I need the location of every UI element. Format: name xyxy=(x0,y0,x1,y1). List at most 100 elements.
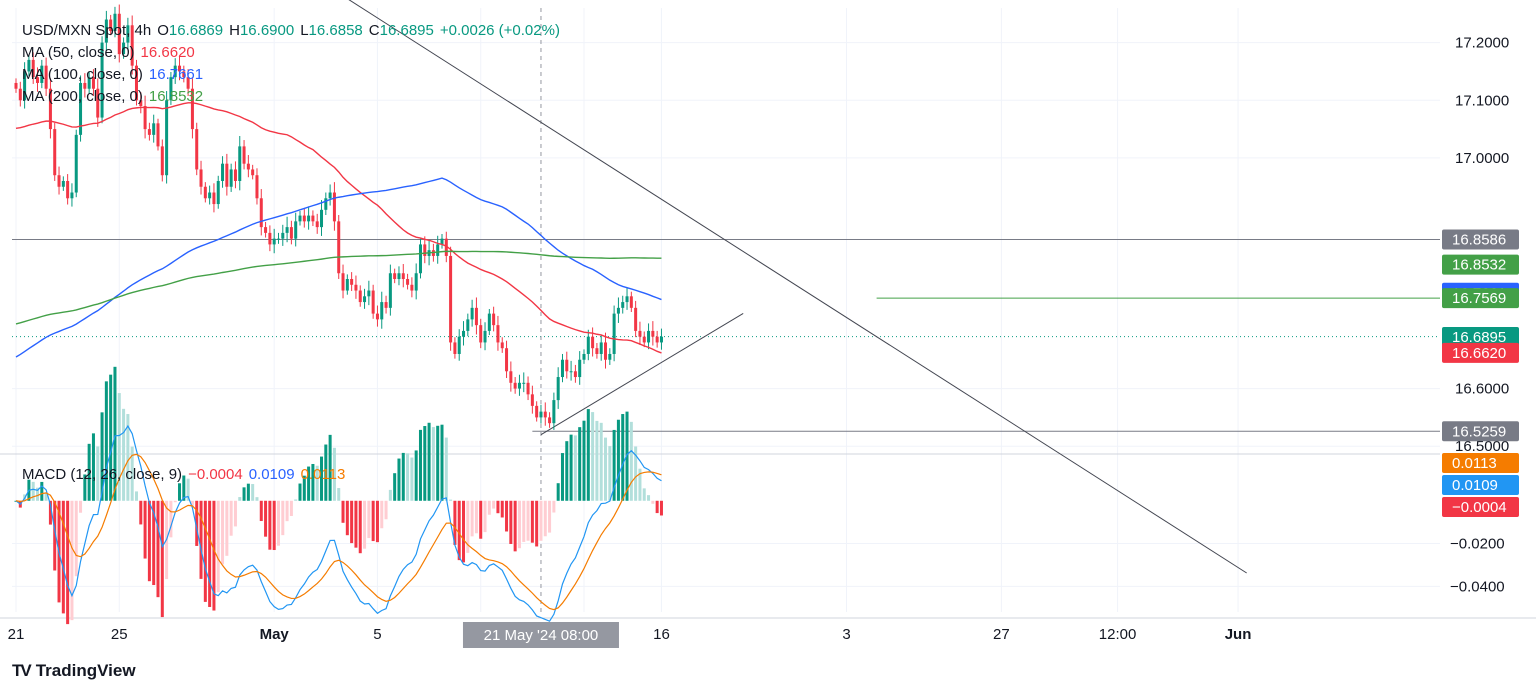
price-label-bg xyxy=(1442,326,1519,347)
ma50-legend[interactable]: MA (50, close, 0) 16.6620 xyxy=(22,44,201,61)
macd-histogram-bar xyxy=(431,427,435,501)
macd-histogram-bar xyxy=(70,500,74,621)
macd-histogram-bar xyxy=(466,500,470,553)
macd-signal-value: 0.0113 xyxy=(300,466,346,483)
macd-histogram-bar xyxy=(474,500,478,534)
candle-down xyxy=(393,273,397,280)
macd-histogram-bar xyxy=(195,500,199,546)
macd-histogram-bar xyxy=(104,381,108,501)
macd-histogram-bar xyxy=(616,419,620,501)
macd-histogram-bar xyxy=(505,500,509,532)
macd-histogram-bar xyxy=(328,434,332,501)
macd-histogram-bar xyxy=(500,500,504,518)
macd-histogram-bar xyxy=(276,500,280,546)
ma200-legend[interactable]: MA (200, close, 0) 16.8532 xyxy=(22,88,209,105)
time-tick-label: 3 xyxy=(842,626,850,643)
candle-down xyxy=(66,180,70,199)
time-tick-label: 12:00 xyxy=(1099,626,1137,643)
candle-up xyxy=(208,192,212,199)
ma100-legend[interactable]: MA (100, close, 0) 16.7661 xyxy=(22,66,209,83)
macd-histogram-bar xyxy=(638,468,642,501)
macd-histogram-bar xyxy=(371,500,375,542)
macd-histogram-bar xyxy=(130,446,134,501)
candle-up xyxy=(397,273,401,280)
candle-up xyxy=(388,273,392,308)
macd-histogram-bar xyxy=(479,500,483,539)
macd-label-text: 0.0113 xyxy=(1452,455,1497,472)
candle-up xyxy=(647,330,651,343)
low-value: L16.6858 xyxy=(300,22,363,39)
candle-up xyxy=(216,180,220,205)
candle-up xyxy=(276,238,280,240)
ma200-label: MA (200, close, 0) xyxy=(22,88,143,105)
candle-up xyxy=(608,353,612,360)
high-value: H16.6900 xyxy=(229,22,295,39)
macd-histogram-bar xyxy=(604,437,608,501)
macd-label-text: −0.0004 xyxy=(1452,499,1507,516)
macd-histogram-bar xyxy=(388,489,392,501)
macd-histogram-bar xyxy=(302,475,306,501)
macd-histogram-bar xyxy=(556,483,560,501)
macd-line-value: 0.0109 xyxy=(248,466,295,483)
price-label-bg xyxy=(1442,288,1519,309)
price-label-text: 16.7569 xyxy=(1452,290,1506,307)
candle-up xyxy=(560,359,564,378)
macd-histogram-bar xyxy=(496,500,500,514)
macd-histogram-bar xyxy=(418,429,422,501)
price-label-level: 16.8586 xyxy=(1442,229,1519,250)
candle-up xyxy=(165,100,169,176)
macd-histogram-bar xyxy=(320,456,324,501)
candle-up xyxy=(586,336,590,354)
macd-histogram-bar xyxy=(565,441,569,501)
price-label-ma50: 16.6620 xyxy=(1442,342,1519,363)
candle-down xyxy=(195,129,199,170)
candle-up xyxy=(285,227,289,233)
macd-legend[interactable]: MACD (12, 26, close, 9) −0.0004 0.0109 0.01… xyxy=(22,466,351,483)
ohlc-legend: USD/MXN Spot, 4h O16.6869 H16.6900 L16.6858… xyxy=(22,22,566,39)
macd-histogram-bar xyxy=(522,500,526,542)
candle-down xyxy=(14,82,18,89)
macd-histogram-bar xyxy=(79,500,83,513)
macd-histogram-bar xyxy=(453,500,457,545)
macd-histogram-bar xyxy=(526,500,530,541)
candle-down xyxy=(496,325,500,343)
macd-hist-value: −0.0004 xyxy=(188,466,243,483)
macd-histogram-bar xyxy=(122,408,126,501)
candle-up xyxy=(281,232,285,239)
candle-up xyxy=(487,313,491,331)
candle-up xyxy=(363,296,367,303)
macd-histogram-bar xyxy=(337,488,341,501)
tradingview-logo[interactable]: TV TradingView xyxy=(12,661,136,680)
candle-down xyxy=(315,221,319,228)
candle-up xyxy=(307,215,311,222)
macd-histogram-bar xyxy=(298,483,302,501)
time-tick-label: 21 xyxy=(8,626,25,643)
candle-down xyxy=(423,244,427,256)
macd-histogram-bar xyxy=(61,500,65,614)
macd-line xyxy=(15,424,662,622)
candle-up xyxy=(100,42,104,118)
macd-histogram-bar xyxy=(573,435,577,501)
macd-histogram-bar xyxy=(31,481,35,501)
macd-histogram-bar xyxy=(208,500,212,607)
macd-histogram-bar xyxy=(560,453,564,501)
candle-down xyxy=(444,238,448,256)
ma100-value: 16.7661 xyxy=(148,66,204,83)
price-label-text: 16.8532 xyxy=(1452,257,1506,274)
macd-histogram-bar xyxy=(483,500,487,533)
macd-histogram-bar xyxy=(595,420,599,501)
candle-down xyxy=(182,71,186,78)
macd-histogram-bar xyxy=(582,420,586,501)
ma200-value: 16.8532 xyxy=(148,88,204,105)
candle-down xyxy=(492,313,496,326)
candle-up xyxy=(414,273,418,291)
macd-histogram-bar xyxy=(410,457,414,501)
candle-down xyxy=(268,232,272,245)
candle-up xyxy=(23,71,27,101)
macd-histogram-bar xyxy=(535,500,539,547)
macd-histogram-bar xyxy=(548,500,552,533)
macd-histogram-bar xyxy=(436,425,440,501)
candle-down xyxy=(513,382,517,389)
time-tick-label: 5 xyxy=(373,626,381,643)
